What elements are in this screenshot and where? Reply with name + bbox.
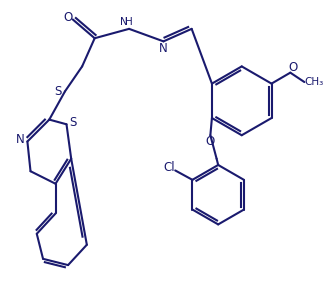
Text: S: S bbox=[70, 116, 77, 129]
Text: CH₃: CH₃ bbox=[305, 77, 324, 87]
Text: N: N bbox=[16, 134, 25, 146]
Text: S: S bbox=[54, 85, 62, 98]
Text: O: O bbox=[63, 11, 73, 24]
Text: O: O bbox=[288, 61, 298, 74]
Text: Cl: Cl bbox=[164, 161, 175, 174]
Text: N: N bbox=[159, 42, 168, 55]
Text: N: N bbox=[120, 17, 127, 27]
Text: H: H bbox=[125, 17, 133, 27]
Text: O: O bbox=[206, 135, 215, 148]
